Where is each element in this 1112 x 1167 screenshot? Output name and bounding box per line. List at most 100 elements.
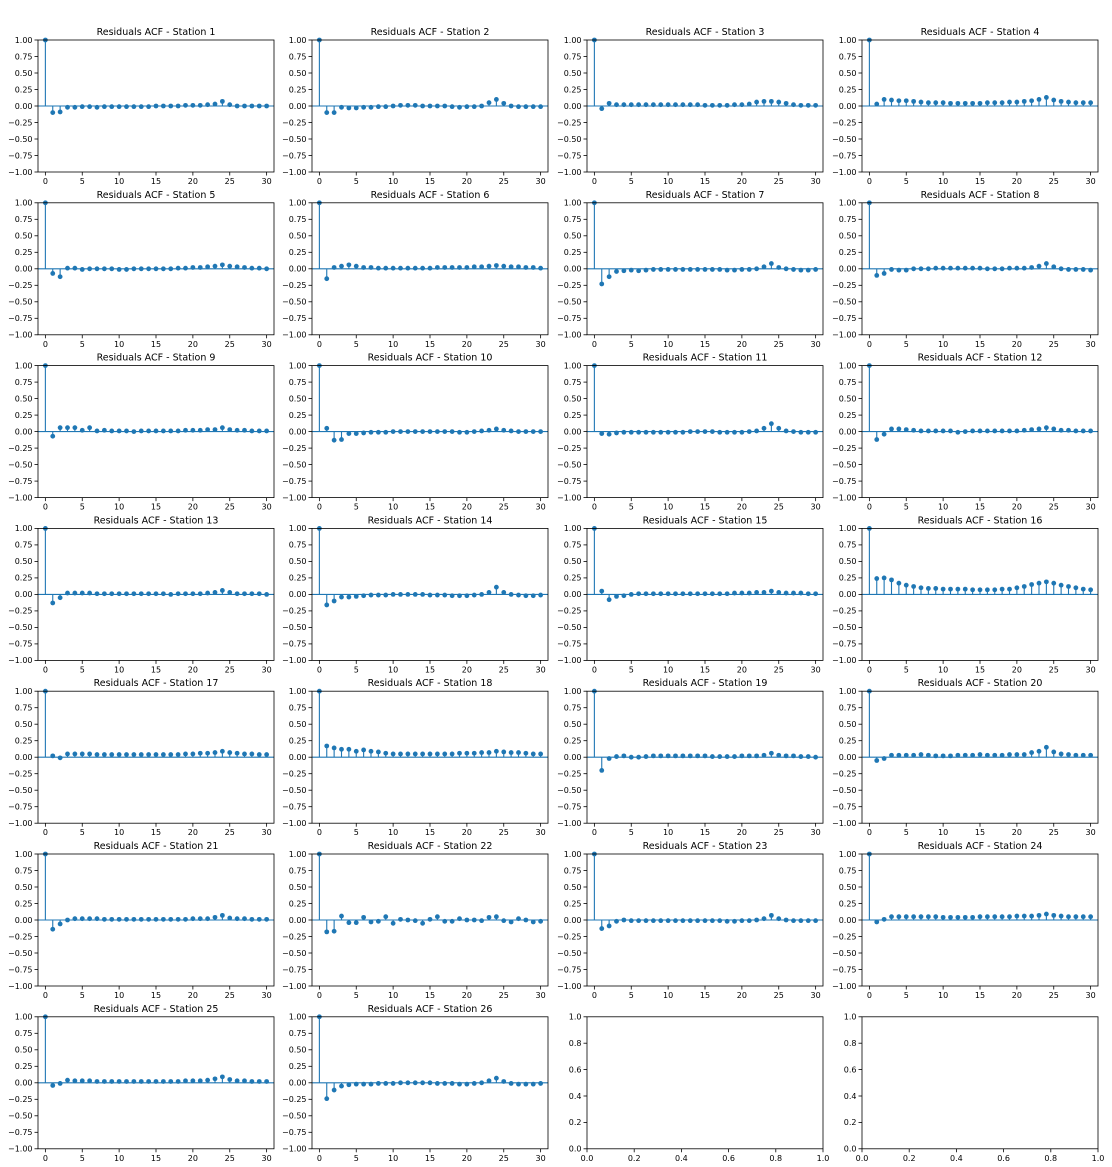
y-tick-label: 0.00 [15, 753, 33, 762]
acf-point [390, 751, 396, 757]
y-tick-label: 0.50 [15, 1046, 33, 1055]
y-tick-label: −0.25 [832, 118, 857, 127]
acf-point [665, 591, 671, 597]
axes-frame [37, 365, 275, 499]
y-tick-label: 0.50 [839, 232, 857, 241]
acf-point [346, 920, 352, 926]
acf-point [212, 750, 218, 755]
y-tick-label: −1.00 [282, 982, 307, 991]
x-tick-label: 5 [904, 340, 909, 349]
acf-point [999, 100, 1005, 106]
acf-point [724, 267, 730, 273]
y-tick-label: −0.50 [8, 135, 33, 144]
x-tick-label: 15 [700, 503, 710, 512]
acf-point [412, 102, 418, 108]
y-tick-label: 0.50 [15, 720, 33, 729]
acf-point [724, 754, 730, 759]
acf-point [881, 575, 887, 581]
acf-point [375, 749, 381, 755]
acf-point [331, 928, 337, 934]
acf-point [227, 102, 233, 108]
acf-point [331, 265, 337, 270]
subplot-title: Residuals ACF - Station 17 [94, 678, 219, 689]
acf-point [903, 267, 909, 273]
acf-point [599, 768, 605, 773]
acf-point [889, 426, 894, 432]
acf-point [665, 102, 671, 108]
acf-point [636, 268, 642, 274]
x-tick-label: 10 [388, 991, 398, 1000]
acf-point [732, 102, 737, 108]
y-tick-label: −0.25 [8, 607, 33, 616]
acf-point [695, 102, 701, 108]
acf-point [398, 265, 403, 271]
x-tick-label: 20 [1012, 991, 1022, 1000]
subplot-28: 0.0 0.2 0.4 0.6 0.8 1.0 0.0 0.2 0.4 0.6 0.8 1.0 [844, 1013, 1105, 1163]
x-tick-label: 30 [536, 665, 546, 674]
acf-point [346, 262, 352, 268]
x-tick-label: 10 [663, 177, 673, 186]
acf-point [146, 104, 152, 110]
x-tick-label: 5 [354, 340, 359, 349]
acf-point [739, 429, 745, 435]
acf-point [79, 590, 85, 596]
acf-point [1088, 587, 1094, 593]
y-tick-label: 0.25 [564, 85, 582, 94]
acf-point [754, 590, 760, 595]
y-tick-label: 0.25 [15, 248, 33, 257]
acf-point [175, 916, 181, 922]
acf-point [57, 109, 63, 115]
acf-point [242, 591, 247, 597]
y-tick-label: 0.50 [839, 557, 857, 566]
axes-frame [861, 853, 1099, 987]
acf-point [940, 753, 946, 759]
acf-point [889, 752, 894, 758]
y-tick-label: 0.25 [15, 411, 33, 420]
acf-point [138, 104, 144, 110]
acf-point [87, 916, 93, 922]
acf-point [405, 265, 411, 271]
acf-point [643, 267, 649, 273]
y-tick-label: −0.75 [832, 640, 857, 649]
x-tick-label: 25 [499, 177, 509, 186]
acf-point [881, 271, 887, 276]
y-tick-label: 0.50 [289, 883, 307, 892]
x-tick-label: 0.6 [997, 1154, 1010, 1163]
acf-point [621, 917, 627, 923]
acf-point [264, 1079, 270, 1084]
acf-point [628, 918, 634, 924]
x-tick-label: 15 [975, 991, 985, 1000]
x-tick-label: 0 [592, 991, 597, 1000]
x-tick-label: 10 [388, 340, 398, 349]
x-tick-label: 15 [700, 340, 710, 349]
acf-point [264, 428, 270, 434]
acf-point [131, 104, 137, 110]
x-tick-label: 30 [1086, 665, 1096, 674]
y-tick-label: 0.50 [15, 557, 33, 566]
x-tick-label: 5 [354, 991, 359, 1000]
acf-point [464, 104, 470, 110]
x-tick-label: 10 [938, 340, 948, 349]
y-tick-label: 0.25 [289, 574, 307, 583]
acf-point [805, 267, 811, 273]
acf-point [57, 755, 63, 761]
acf-point [471, 104, 477, 110]
acf-point [724, 918, 730, 924]
subplot-17: Residuals ACF - Station 17 −1.00 −0.75 −0.5… [8, 678, 275, 837]
y-tick-label: 0.75 [289, 215, 307, 224]
acf-point [984, 428, 990, 434]
subplot-10: Residuals ACF - Station 10 −1.00 −0.75 −0.5… [282, 353, 549, 512]
acf-point [874, 919, 880, 925]
acf-point [874, 273, 880, 278]
subplot-title: Residuals ACF - Station 16 [918, 515, 1043, 526]
y-tick-label: −1.00 [557, 168, 582, 177]
y-tick-label: −0.50 [282, 135, 307, 144]
acf-point [673, 429, 678, 435]
subplot-title: Residuals ACF - Station 13 [94, 515, 219, 526]
x-tick-label: 5 [80, 991, 85, 1000]
acf-point [1058, 98, 1064, 104]
acf-point [1073, 585, 1079, 591]
y-tick-label: −0.25 [557, 770, 582, 779]
acf-point [160, 103, 166, 109]
acf-point [197, 591, 203, 597]
